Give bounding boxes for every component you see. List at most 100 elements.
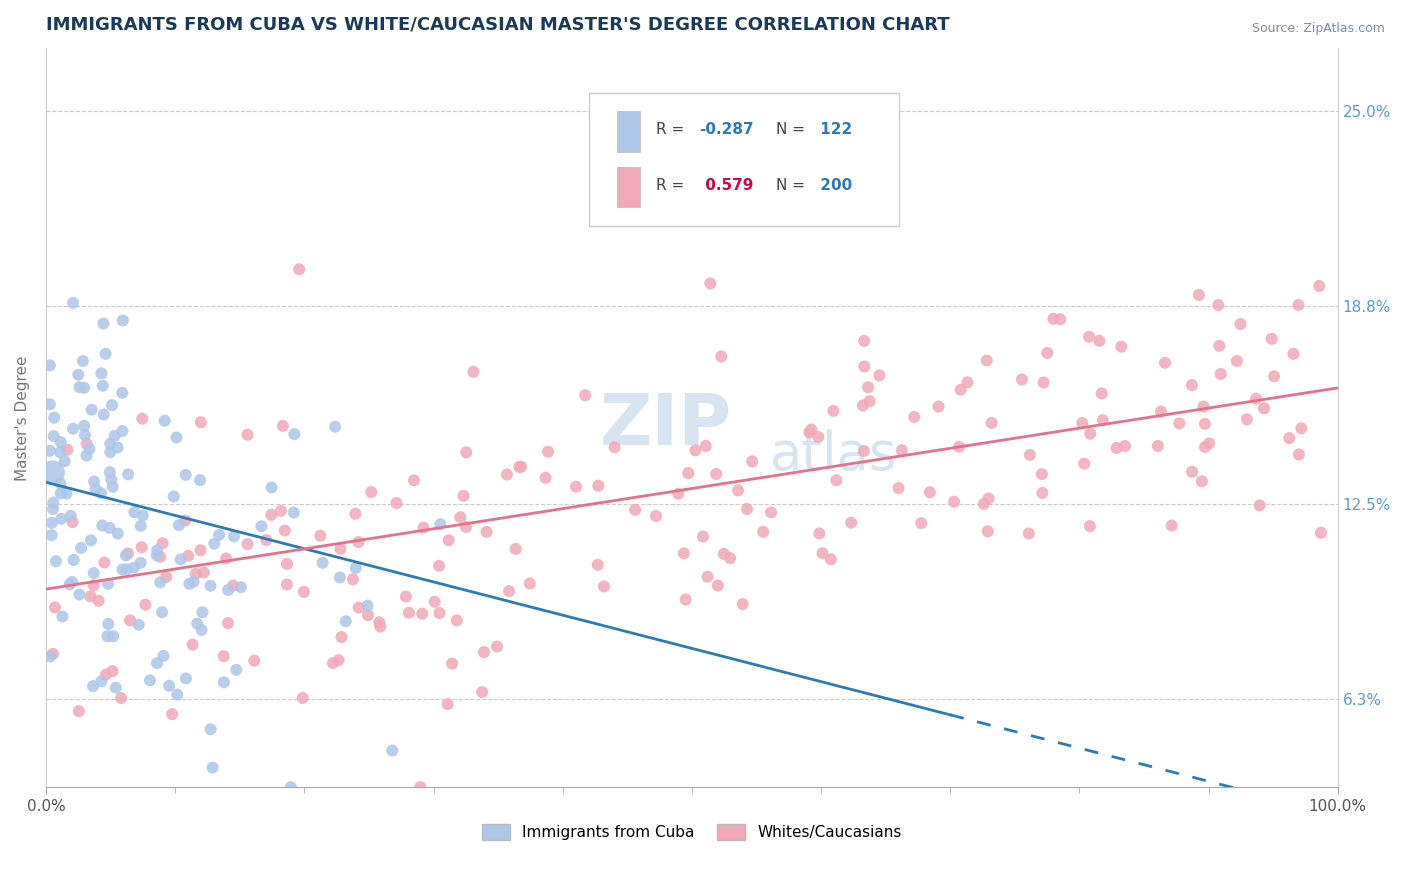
- Point: [41, 516, 63, 530]
- Point: [1091, 386, 1114, 401]
- Point: [146, 656, 169, 670]
- Point: [90, 486, 112, 500]
- Point: [236, 537, 259, 551]
- Point: [79, 442, 101, 456]
- Point: [537, 444, 560, 458]
- Point: [624, 503, 647, 517]
- Point: [409, 780, 432, 794]
- Point: [695, 439, 717, 453]
- Point: [1011, 372, 1033, 386]
- Point: [1031, 467, 1053, 481]
- Point: [1036, 346, 1059, 360]
- Point: [329, 570, 352, 584]
- Text: -0.287: -0.287: [700, 122, 754, 137]
- Point: [41, 528, 63, 542]
- Point: [1236, 412, 1258, 426]
- Point: [163, 490, 186, 504]
- Point: [1091, 413, 1114, 427]
- Bar: [617, 167, 640, 207]
- Point: [38, 397, 60, 411]
- Point: [174, 467, 197, 482]
- Point: [51, 609, 73, 624]
- Point: [1114, 439, 1136, 453]
- Point: [229, 580, 252, 594]
- Point: [495, 467, 517, 482]
- Point: [174, 514, 197, 528]
- Point: [93, 408, 115, 422]
- Point: [498, 584, 520, 599]
- Point: [1181, 378, 1204, 392]
- Point: [759, 505, 782, 519]
- Point: [752, 524, 775, 539]
- Point: [118, 613, 141, 627]
- Point: [117, 546, 139, 560]
- Point: [519, 576, 541, 591]
- Point: [101, 664, 124, 678]
- Point: [1078, 519, 1101, 533]
- Point: [53, 454, 76, 468]
- Point: [292, 585, 315, 599]
- Point: [56, 442, 79, 457]
- Text: IMMIGRANTS FROM CUBA VS WHITE/CAUCASIAN MASTER'S DEGREE CORRELATION CHART: IMMIGRANTS FROM CUBA VS WHITE/CAUCASIAN …: [46, 15, 949, 33]
- Point: [799, 425, 821, 440]
- Point: [1208, 298, 1230, 312]
- Point: [122, 560, 145, 574]
- Point: [179, 576, 201, 591]
- Point: [741, 454, 763, 468]
- Point: [309, 529, 332, 543]
- Point: [288, 262, 311, 277]
- Point: [42, 495, 65, 509]
- Point: [98, 436, 121, 450]
- Point: [44, 410, 66, 425]
- Point: [38, 443, 60, 458]
- Point: [329, 541, 352, 556]
- Point: [94, 667, 117, 681]
- Point: [1308, 278, 1330, 293]
- Point: [76, 437, 98, 451]
- Point: [150, 605, 173, 619]
- Text: ZIP: ZIP: [600, 391, 733, 459]
- Point: [42, 429, 65, 443]
- Point: [868, 368, 890, 383]
- Point: [1253, 401, 1275, 416]
- Point: [72, 354, 94, 368]
- Point: [1249, 499, 1271, 513]
- Point: [254, 533, 277, 547]
- Point: [111, 385, 134, 400]
- Point: [1291, 421, 1313, 435]
- Point: [91, 378, 114, 392]
- Point: [505, 541, 527, 556]
- Point: [823, 404, 845, 418]
- Point: [853, 334, 876, 348]
- Point: [145, 548, 167, 562]
- Point: [839, 516, 862, 530]
- Point: [62, 553, 84, 567]
- Point: [73, 428, 96, 442]
- Point: [152, 648, 174, 663]
- Point: [1288, 298, 1310, 312]
- Point: [41, 466, 63, 480]
- Point: [84, 482, 107, 496]
- Point: [453, 489, 475, 503]
- Point: [190, 623, 212, 637]
- Point: [111, 424, 134, 438]
- Point: [1278, 431, 1301, 445]
- Point: [200, 579, 222, 593]
- Point: [83, 566, 105, 580]
- Point: [80, 533, 103, 548]
- Point: [250, 519, 273, 533]
- Point: [1209, 367, 1232, 381]
- Point: [347, 535, 370, 549]
- Text: R =: R =: [655, 178, 689, 193]
- Point: [70, 541, 93, 555]
- Point: [1191, 475, 1213, 489]
- Point: [1226, 354, 1249, 368]
- Point: [149, 575, 172, 590]
- Point: [49, 445, 72, 459]
- Point: [200, 723, 222, 737]
- Point: [402, 474, 425, 488]
- Point: [146, 543, 169, 558]
- Point: [852, 399, 875, 413]
- Point: [110, 691, 132, 706]
- Point: [134, 598, 156, 612]
